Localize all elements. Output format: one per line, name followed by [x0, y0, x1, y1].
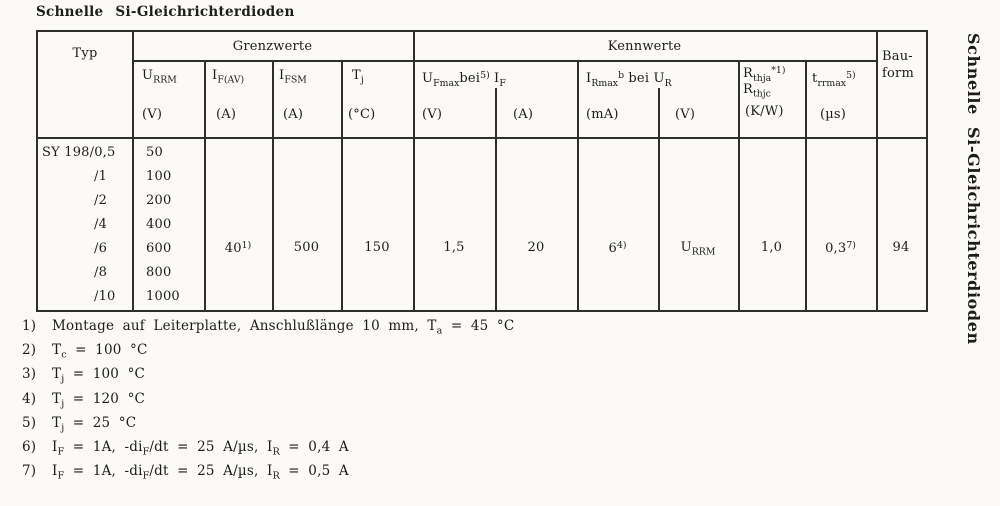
column-unit-irmax-ma: (mA): [586, 107, 619, 122]
column-unit-irmax-v: (V): [675, 107, 696, 122]
table-grid-line: [738, 60, 740, 310]
table-row-typ: /1: [94, 169, 108, 184]
footnote-marker: 6): [22, 439, 37, 455]
vertical-page-title: Schnelle Si-Gleichrichterdioden: [964, 33, 983, 345]
table-row-typ: /2: [94, 193, 108, 208]
footnote-text: Montage auf Leiterplatte, Anschlußlänge …: [52, 318, 515, 337]
bauform-header-line1: Bau-: [882, 49, 913, 64]
column-symbol-urrm: URRM: [142, 68, 177, 86]
footnote-marker: 4): [22, 391, 37, 407]
footnote-marker: 2): [22, 342, 37, 358]
page-title: Schnelle Si-Gleichrichterdioden: [36, 4, 295, 20]
footnote-text: Tc = 100 °C: [52, 342, 148, 361]
group-header-kennwerte: Kennwerte: [607, 39, 682, 54]
cell-ifsm-shared: 500: [293, 240, 320, 255]
column-symbol-rthjc: Rthjc: [743, 82, 771, 100]
cell-tj-shared: 150: [364, 240, 390, 255]
table-row-typ: /6: [94, 241, 108, 256]
table-grid-line: [132, 32, 134, 310]
table-grid-line: [272, 60, 274, 310]
column-unit-ufmax-a: (A): [513, 107, 534, 122]
cell-ifav-shared: 401): [224, 240, 252, 257]
column-header-typ: Typ: [72, 46, 98, 61]
column-symbol-irmax: IRmaxb bei UR: [586, 70, 672, 89]
column-symbol-ifav: IF(AV): [212, 68, 245, 86]
column-unit-rth: (K/W): [745, 104, 784, 119]
column-symbol-ufmax: UFmaxbei5) IF: [422, 70, 506, 89]
table-grid-line: [805, 60, 807, 310]
footnote-text: Tj = 120 °C: [52, 391, 146, 410]
table-grid-line: [38, 137, 926, 139]
cell-urrm-value: 800: [146, 265, 172, 280]
cell-urrm-value: 100: [146, 169, 172, 184]
cell-ur-shared: URRM: [680, 240, 716, 258]
cell-urrm-value: 600: [146, 241, 172, 256]
column-unit-trrmax: (µs): [820, 107, 847, 122]
table-grid-line: [876, 32, 878, 310]
column-unit-ufmax-v: (V): [422, 107, 443, 122]
cell-urrm-value: 200: [146, 193, 172, 208]
cell-urrm-value: 50: [146, 145, 163, 160]
column-header-bauform: Bau- form: [882, 48, 914, 82]
table-grid-line: [658, 88, 660, 310]
datasheet-table: Typ Grenzwerte Kennwerte Bau- form URRM …: [36, 30, 928, 312]
bauform-header-line2: form: [882, 66, 914, 81]
cell-urrm-value: 1000: [146, 289, 180, 304]
footnote-marker: 7): [22, 463, 37, 479]
cell-irmax-shared: 64): [608, 240, 627, 257]
column-unit-ifsm: (A): [283, 107, 304, 122]
column-unit-tj: (°C): [348, 107, 376, 122]
footnote-text: Tj = 25 °C: [52, 415, 137, 434]
table-row-typ: SY 198/0,5: [42, 145, 116, 160]
column-unit-ifav: (A): [216, 107, 237, 122]
footnote-marker: 3): [22, 366, 37, 382]
footnote-marker: 5): [22, 415, 37, 431]
table-grid-line: [495, 88, 497, 310]
footnote-text: Tj = 100 °C: [52, 366, 146, 385]
column-symbol-rthja: Rthja*1): [743, 65, 786, 84]
column-symbol-ifsm: IFSM: [279, 68, 307, 86]
cell-trr-shared: 0,37): [825, 240, 856, 257]
table-grid-line: [204, 60, 206, 310]
table-row-typ: /8: [94, 265, 108, 280]
column-symbol-trrmax: trrmax5): [812, 70, 856, 89]
table-grid-line: [413, 32, 415, 310]
footnote-text: IF = 1A, -diF/dt = 25 A/µs, IR = 0,4 A: [52, 439, 349, 458]
footnote-text: IF = 1A, -diF/dt = 25 A/µs, IR = 0,5 A: [52, 463, 349, 482]
footnote-marker: 1): [22, 318, 37, 334]
column-symbol-tj: Tj: [352, 68, 364, 86]
table-row-typ: /4: [94, 217, 108, 232]
cell-bauform-shared: 94: [892, 240, 910, 255]
column-unit-urrm: (V): [142, 107, 163, 122]
table-grid-line: [577, 60, 579, 310]
cell-urrm-value: 400: [146, 217, 172, 232]
table-grid-line: [132, 60, 876, 62]
table-row-typ: /10: [94, 289, 116, 304]
cell-rth-shared: 1,0: [760, 240, 783, 255]
group-header-grenzwerte: Grenzwerte: [232, 39, 313, 54]
cell-ufmax-shared: 1,5: [443, 240, 465, 255]
table-grid-line: [341, 60, 343, 310]
cell-if-shared: 20: [527, 240, 545, 255]
